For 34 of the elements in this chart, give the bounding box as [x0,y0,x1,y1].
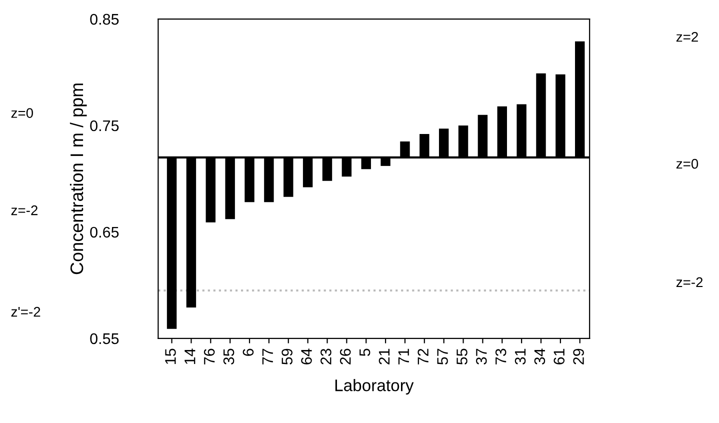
text: z=0 [11,108,34,118]
x-tick-label: 5 [360,348,370,356]
x-tick-label: 14 [184,348,196,364]
x-tick-label: 71 [398,348,409,364]
x-tick-label: 76 [204,348,215,364]
x-tick-label: 34 [534,348,546,365]
x-tick-label: 21 [378,348,390,364]
x-tick-label: 23 [320,348,332,364]
x-tick-label: 64 [301,348,312,364]
x-tick-label: 59 [282,348,292,365]
text: z=0 [676,158,698,169]
y-tick-label: 0.75 [90,120,119,132]
x-tick-label: 37 [476,348,487,365]
y-tick-label: 0.85 [90,14,119,25]
x-tick-label: 29 [573,348,584,364]
text: z=-2 [11,205,38,216]
x-tick-label: 61 [554,348,565,364]
x-axis-title: Laboratory [335,379,414,395]
y-axis-title: Concentration I m / ppm [70,84,87,274]
text: z=2 [676,32,698,42]
text: z'=-2 [11,306,40,317]
x-tick-label: 26 [340,348,351,364]
x-tick-label: 31 [514,348,526,365]
y-tick-label: 0.55 [90,333,119,344]
x-tick-label: 15 [165,348,176,364]
x-tick-label: 77 [262,348,273,364]
x-tick-label: 73 [495,348,506,364]
x-tick-label: 57 [437,348,448,365]
text: z=-2 [676,277,703,287]
x-tick-label: 72 [418,348,428,364]
x-tick-label: 35 [223,348,234,365]
y-tick-label: 0.65 [90,226,119,238]
x-tick-label: 6 [242,348,254,356]
x-tick-label: 55 [456,348,468,365]
